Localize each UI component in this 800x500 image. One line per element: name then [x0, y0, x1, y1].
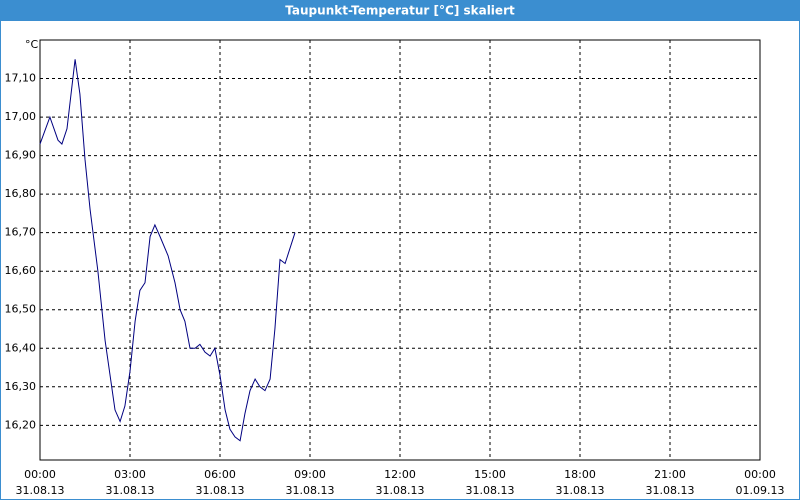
y-tick-label: 16,80 [5, 187, 37, 200]
x-tick-date: 01.09.13 [736, 484, 785, 497]
x-tick-label: 00:00 [744, 468, 776, 481]
y-tick-label: 16,40 [5, 341, 37, 354]
data-line [39, 59, 296, 442]
y-tick-label: 16,50 [5, 303, 37, 316]
x-tick-date: 31.08.13 [466, 484, 515, 497]
plot-frame [39, 39, 761, 461]
x-tick-label: 21:00 [654, 468, 686, 481]
y-tick-label: 16,60 [5, 264, 37, 277]
x-tick-label: 03:00 [114, 468, 146, 481]
title-bar [0, 0, 800, 21]
x-tick-date: 31.08.13 [196, 484, 245, 497]
x-tick-date: 31.08.13 [376, 484, 425, 497]
x-tick-label: 00:00 [24, 468, 56, 481]
y-tick-label: 16,30 [5, 380, 37, 393]
y-tick-label: 16,70 [5, 226, 37, 239]
y-unit: °C [25, 38, 39, 51]
x-tick-date: 31.08.13 [646, 484, 695, 497]
x-tick-label: 15:00 [474, 468, 506, 481]
x-tick-date: 31.08.13 [286, 484, 335, 497]
y-tick-label: 17,00 [5, 110, 37, 123]
y-tick-label: 16,90 [5, 149, 37, 162]
y-tick-label: 16,20 [5, 418, 37, 431]
x-tick-label: 09:00 [294, 468, 326, 481]
x-tick-label: 12:00 [384, 468, 416, 481]
chart-title: Taupunkt-Temperatur [°C] skaliert [285, 4, 515, 18]
x-tick-date: 31.08.13 [556, 484, 605, 497]
x-tick-date: 31.08.13 [106, 484, 155, 497]
x-tick-date: 31.08.13 [16, 484, 65, 497]
x-tick-label: 06:00 [204, 468, 236, 481]
x-tick-label: 18:00 [564, 468, 596, 481]
y-tick-label: 17,10 [5, 72, 37, 85]
